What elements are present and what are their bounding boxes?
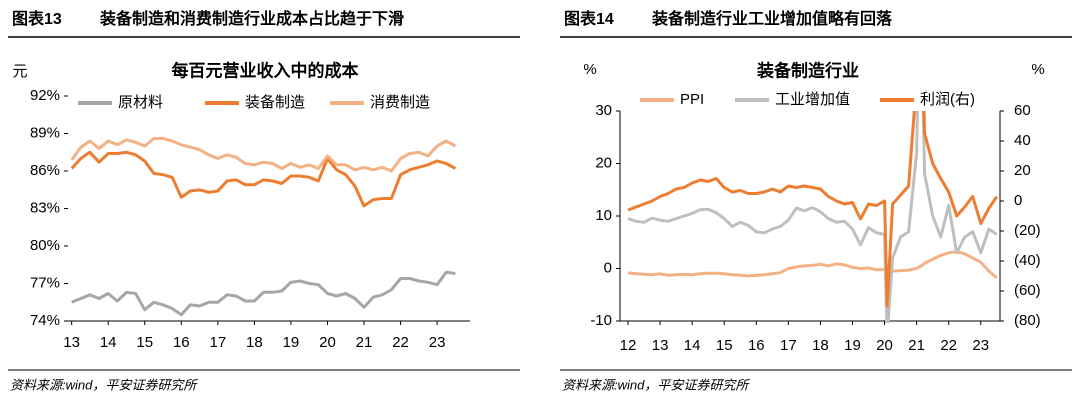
legend-label: 利润(右) [920,91,975,108]
x-tick-label: 15 [716,337,733,354]
x-tick-label: 17 [209,334,226,351]
header-bg [8,4,520,36]
y-tick-label: 86% [30,162,60,179]
legend-label: 原材料 [118,94,163,111]
y-tick-label: 83% [30,199,60,216]
x-tick-label: 18 [246,334,263,351]
figure-label: 图表13 [12,9,62,28]
y-tick-label: 20 [595,154,612,171]
x-tick-label: 14 [100,334,117,351]
x-tick-label: 20 [876,337,893,354]
figure-title: 装备制造和消费制造行业成本占比趋于下滑 [99,9,404,28]
x-tick-label: 17 [780,337,797,354]
series-line [627,111,999,308]
source: 资料来源:wind，平安证券研究所 [10,377,198,392]
x-tick-label: 23 [429,334,446,351]
y2-tick-label: (80) [1014,312,1041,329]
y-tick-label: 10 [595,207,612,224]
y2-unit: % [1031,61,1044,78]
y-tick-label: 77% [30,274,60,291]
legend-label: 装备制造 [245,94,305,111]
series-line [627,250,998,280]
x-tick-label: 19 [283,334,300,351]
y2-tick-label: 20 [1014,162,1031,179]
y2-tick-label: 0 [1014,192,1022,209]
y2-tick-label: (60) [1014,282,1041,299]
x-tick-label: 14 [684,337,701,354]
y-tick-label: 0 [604,259,612,276]
y-unit: % [583,61,596,78]
legend-label: 工业增加值 [775,91,850,108]
series-line [627,111,998,323]
series-line [70,150,457,208]
x-tick-label: 13 [652,337,669,354]
x-tick-label: 19 [844,337,861,354]
x-tick-label: 15 [136,334,153,351]
chart-title: 装备制造行业 [756,60,859,80]
x-tick-label: 16 [173,334,190,351]
y2-tick-label: (40) [1014,252,1041,269]
figure-label: 图表14 [564,9,614,28]
x-tick-label: 18 [812,337,829,354]
y2-tick-label: 40 [1014,132,1031,149]
chart-title: 每百元营业收入中的成本 [172,60,359,80]
y2-tick-label: 60 [1014,102,1031,119]
x-tick-label: 12 [620,337,637,354]
x-tick-label: 20 [319,334,336,351]
series-line [71,270,456,317]
legend-label: 消费制造 [370,94,430,111]
y-tick-label: 30 [595,102,612,119]
y-tick-label: 92% [30,87,60,104]
source: 资料来源:wind，平安证券研究所 [562,377,750,392]
x-tick-label: 22 [940,337,957,354]
x-tick-label: 22 [392,334,409,351]
x-tick-label: 16 [748,337,765,354]
y-tick-label: 89% [30,124,60,141]
y-unit: 元 [12,63,27,80]
x-tick-label: 21 [356,334,373,351]
legend-label: PPI [680,91,704,108]
x-tick-label: 23 [972,337,989,354]
y2-tick-label: (20) [1014,222,1041,239]
x-tick-label: 13 [63,334,80,351]
y-tick-label: 80% [30,237,60,254]
y-tick-label: -10 [590,312,612,329]
figure-title: 装备制造行业工业增加值略有回落 [651,9,893,28]
y-tick-label: 74% [30,312,60,329]
x-tick-label: 21 [908,337,925,354]
series-line [70,137,457,173]
